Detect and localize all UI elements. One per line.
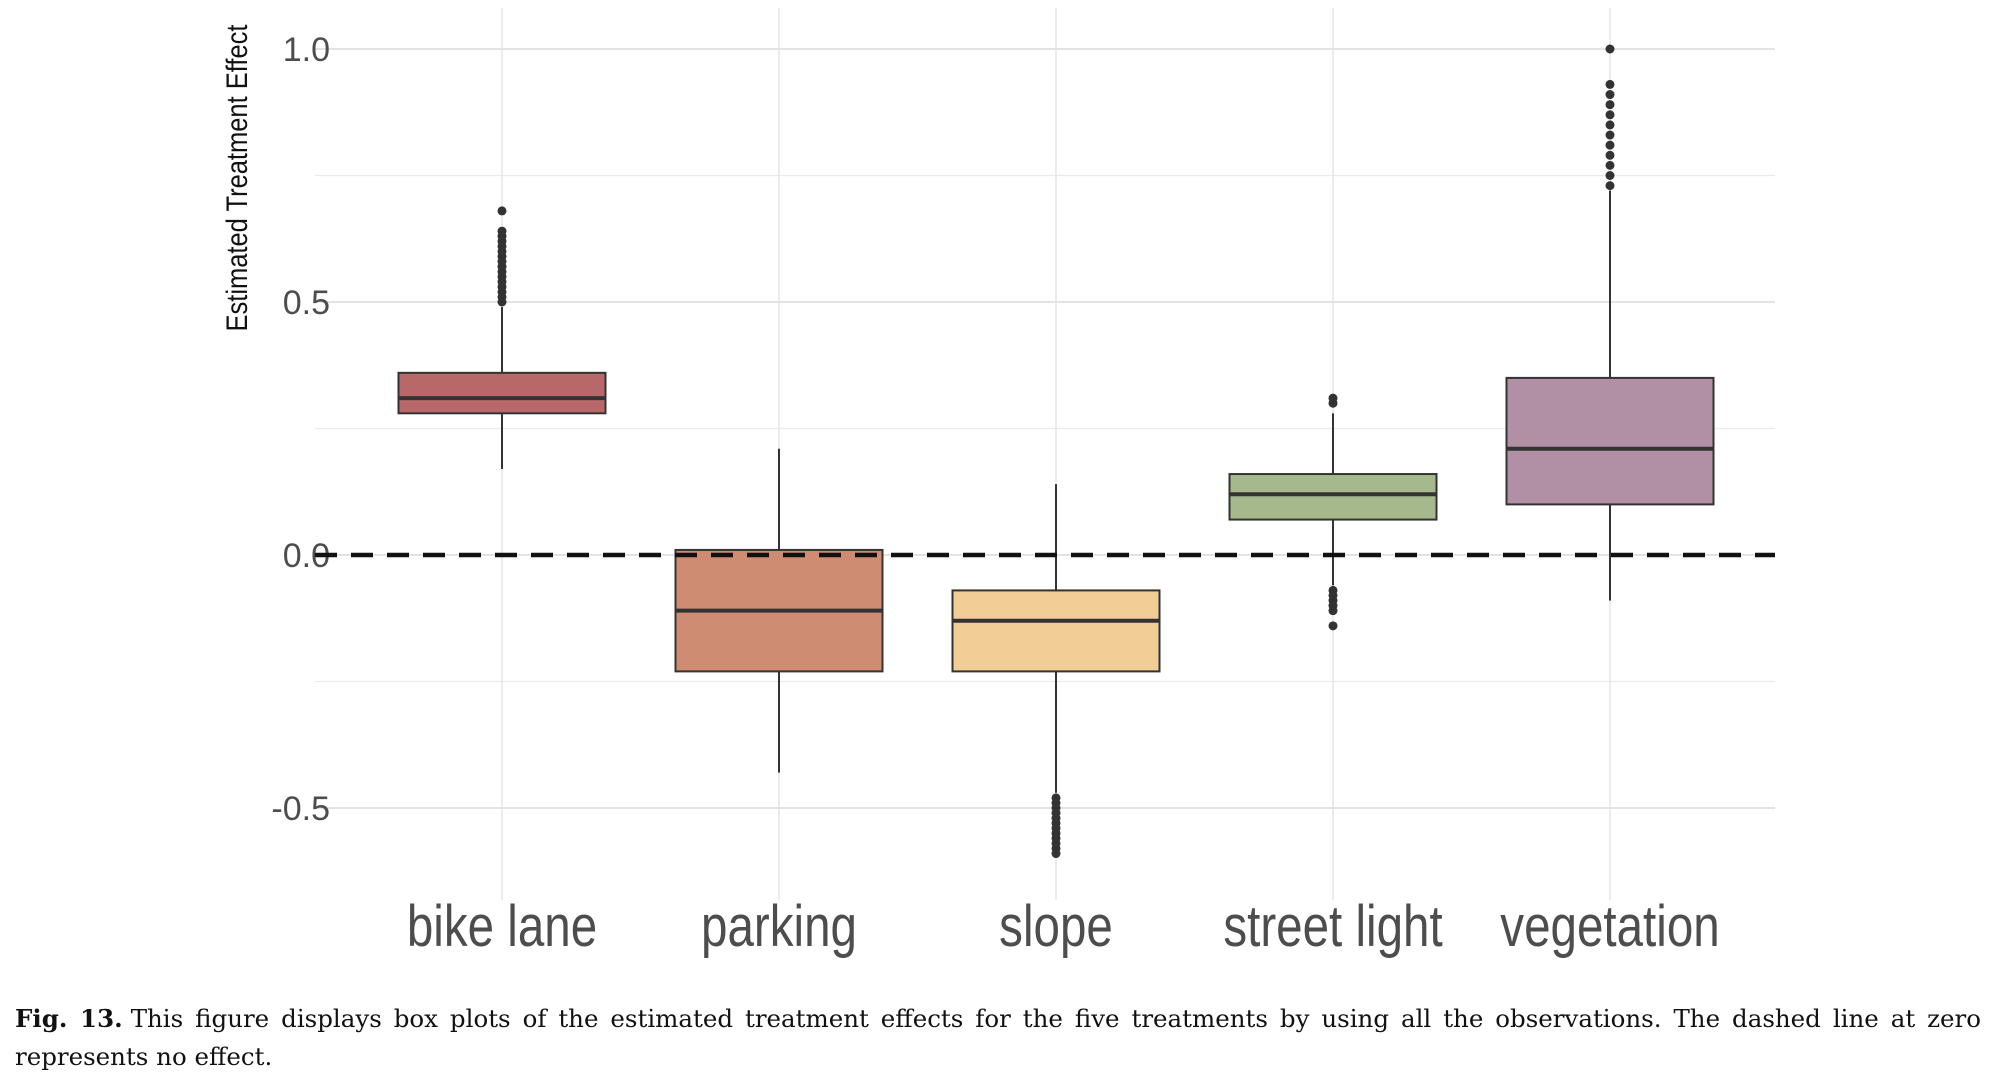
outlier-point <box>1605 90 1615 100</box>
outlier-point <box>497 206 507 216</box>
x-tick-label: vegetation <box>1500 895 1719 960</box>
outlier-point <box>1328 606 1338 616</box>
x-tick-labels: bike lane parking slope street light vegetat… <box>407 895 1720 960</box>
outlier-point <box>1605 79 1615 89</box>
outlier-point <box>1605 171 1615 180</box>
outlier-point <box>1605 130 1615 140</box>
iqr-box <box>951 589 1161 673</box>
x-tick-label: slope <box>999 895 1113 960</box>
outlier-point <box>1605 181 1615 191</box>
y-tick-label: 1.0 <box>283 31 330 69</box>
x-tick-label: parking <box>701 895 857 960</box>
x-tick-label: street light <box>1223 895 1443 960</box>
box-plot-chart: -0.50.00.51.0 bike lane parking slope stree… <box>220 8 1775 960</box>
outlier-point <box>497 226 507 236</box>
outlier-point <box>1605 110 1615 120</box>
iqr-box <box>1505 376 1715 506</box>
box-bike-lane <box>397 206 607 469</box>
box-parking <box>674 448 884 773</box>
iqr-box <box>1228 473 1438 521</box>
y-tick-label: -0.5 <box>271 790 330 828</box>
y-tick-labels: -0.50.00.51.0 <box>271 31 330 828</box>
outlier-point <box>1605 100 1615 110</box>
outlier-point <box>1605 160 1615 170</box>
outlier-point <box>1605 44 1615 54</box>
y-axis-label: Estimated Treatment Effect <box>220 24 253 331</box>
outlier-point <box>1605 150 1615 160</box>
caption-text: This figure displays box plots of the es… <box>15 1004 1981 1071</box>
outlier-point <box>1328 393 1338 403</box>
figure-caption: Fig. 13. This figure displays box plots o… <box>15 1000 1981 1076</box>
outlier-point <box>1605 120 1615 130</box>
outlier-point <box>1328 621 1338 631</box>
figure-label: Fig. 13. <box>15 1004 123 1033</box>
box-slope <box>951 484 1161 859</box>
box-street-light <box>1228 393 1438 631</box>
iqr-box <box>397 371 607 415</box>
box-vegetation <box>1505 44 1715 601</box>
outlier-point <box>1605 140 1615 150</box>
outlier-point <box>1051 849 1061 859</box>
x-tick-label: bike lane <box>407 895 597 960</box>
y-tick-label: 0.5 <box>283 284 330 322</box>
boxes-group <box>397 44 1715 859</box>
